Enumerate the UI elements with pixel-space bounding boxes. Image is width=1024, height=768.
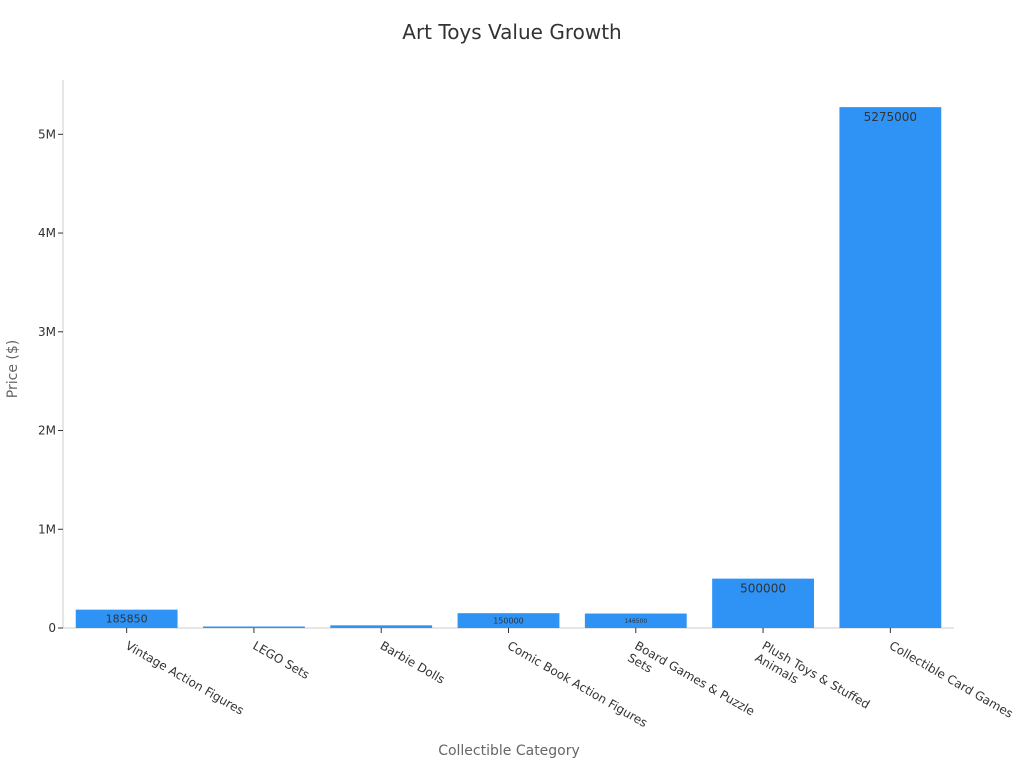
y-tick-label: 2M [38, 424, 56, 438]
x-tick-label: LEGO Sets [250, 638, 311, 682]
bar-value-label: 5275000 [864, 110, 917, 124]
x-axis-title: Collectible Category [438, 743, 580, 759]
y-tick-label: 1M [38, 522, 56, 536]
bar [75, 609, 178, 628]
bar [584, 613, 687, 628]
chart-title: Art Toys Value Growth [402, 20, 622, 44]
x-tick-label: Vintage Action Figures [123, 638, 246, 717]
x-tick-label: Plush Toys & StuffedAnimals [753, 638, 873, 723]
bar [330, 625, 433, 628]
y-tick-label: 0 [48, 621, 56, 635]
y-tick-label: 4M [38, 226, 56, 240]
y-tick-label: 5M [38, 127, 56, 141]
bar-value-label: 146500 [624, 618, 647, 625]
bar-value-label: 150000 [493, 616, 524, 625]
bar [712, 578, 814, 628]
bar [839, 107, 942, 629]
x-tick-label: Comic Book Action Figures [505, 638, 650, 730]
x-tick-label: Collectible Card Games [887, 638, 1016, 720]
bar [457, 613, 560, 628]
x-tick-label: Barbie Dolls [378, 638, 448, 686]
y-tick-label: 3M [38, 325, 56, 339]
bar-value-label: 185850 [106, 613, 148, 626]
bar [203, 626, 305, 628]
x-tick-label-line: Board Games & Puzzle [632, 638, 757, 718]
bar-value-label: 500000 [740, 582, 786, 596]
y-axis-title: Price ($) [5, 340, 21, 398]
